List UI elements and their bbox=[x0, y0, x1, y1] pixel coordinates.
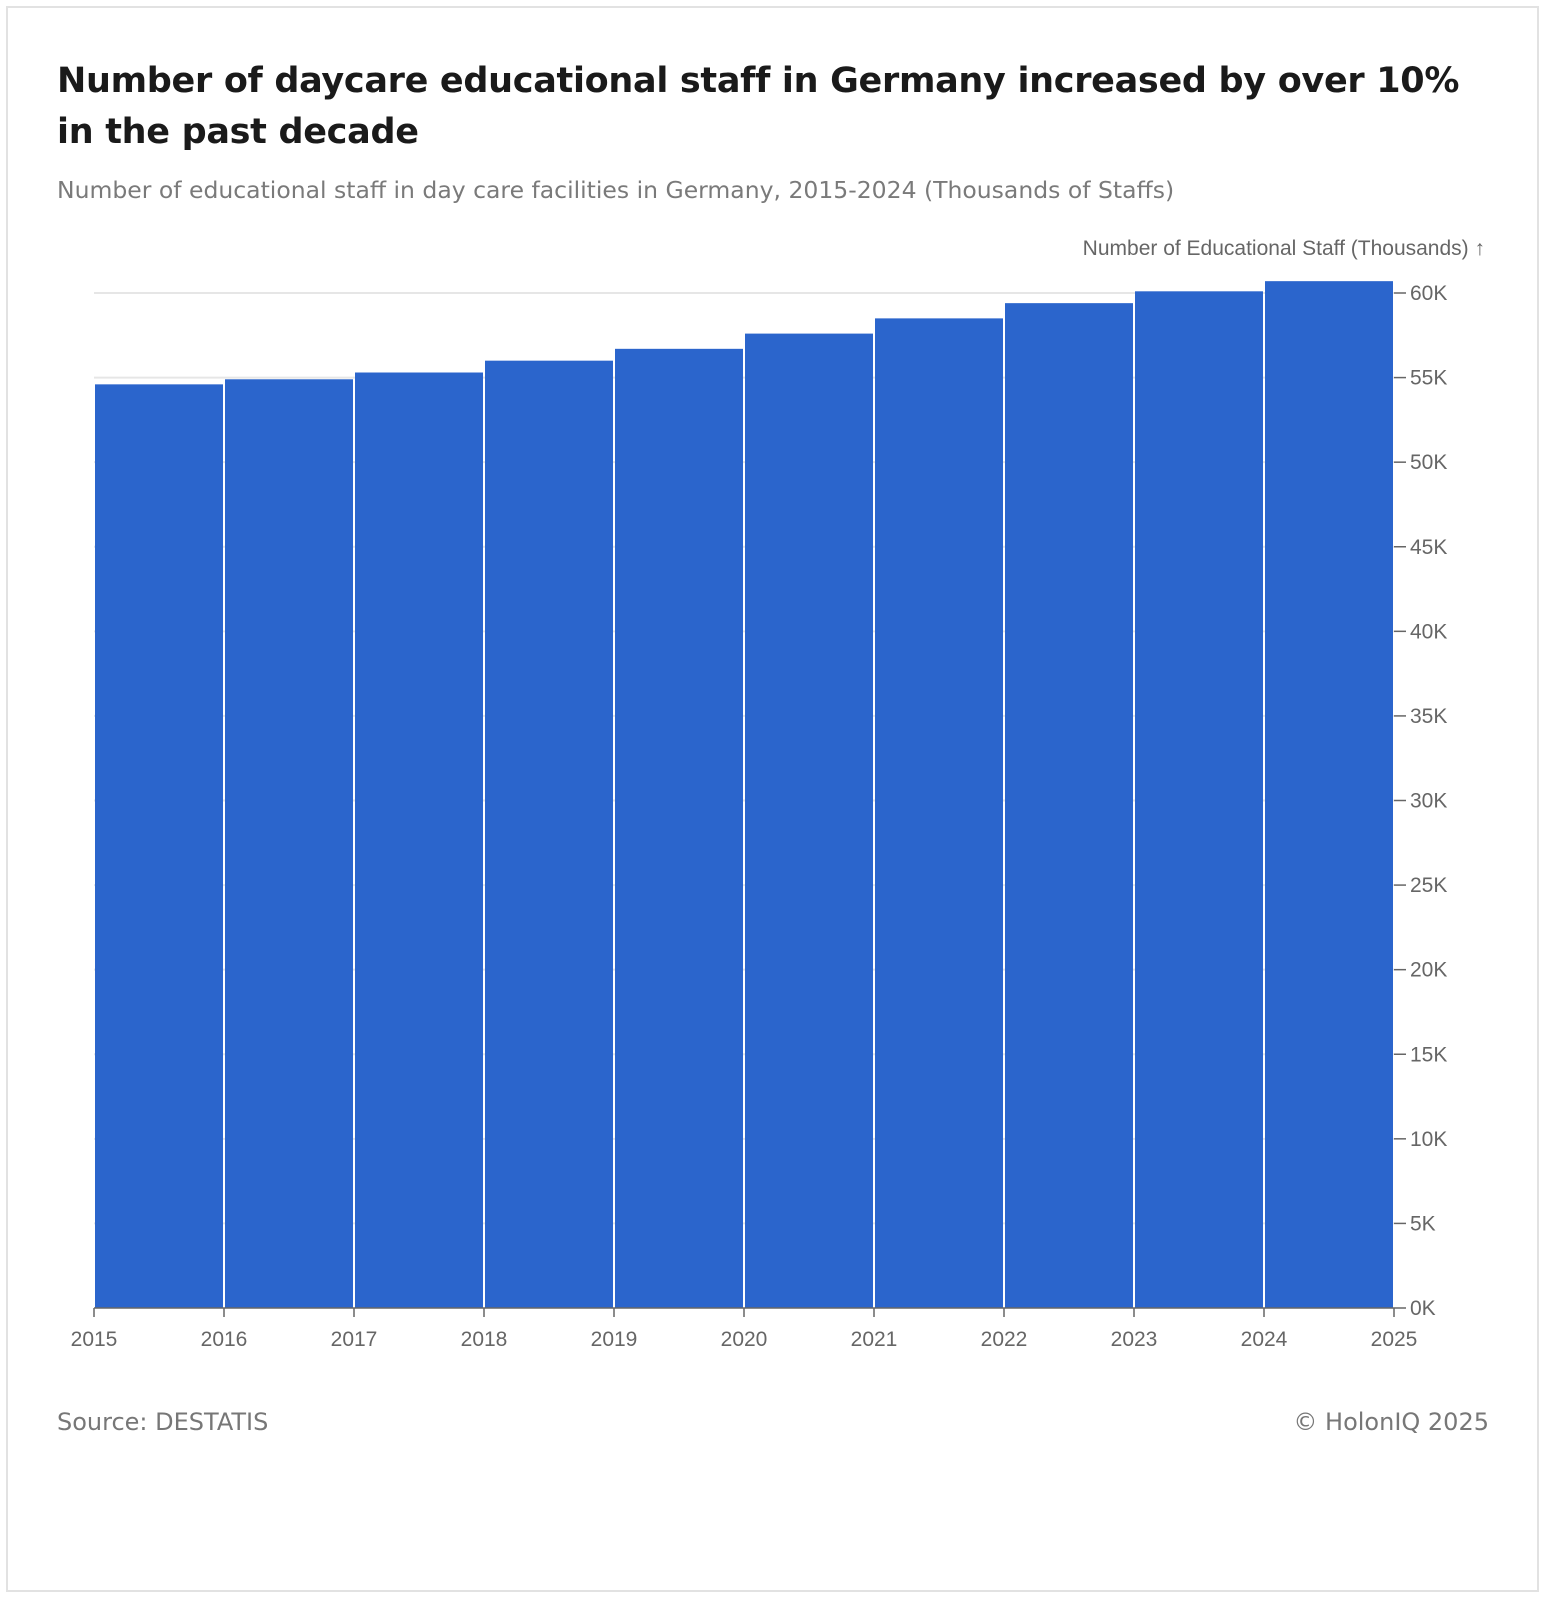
x-tick-label: 2022 bbox=[981, 1328, 1028, 1351]
bar-2020 bbox=[745, 333, 873, 1309]
y-axis: 0K 5K 10K 15K 20K 25K 30K 35K 40K 45K 50K 55K 60K bbox=[1394, 282, 1447, 1320]
y-tick-label: 10K bbox=[1410, 1128, 1447, 1151]
source-note: Source: DESTATIS bbox=[57, 1408, 269, 1436]
bar-2023 bbox=[1135, 291, 1263, 1308]
y-tick-label: 15K bbox=[1410, 1043, 1447, 1066]
y-tick-label: 50K bbox=[1410, 451, 1447, 474]
bar-2015 bbox=[95, 384, 223, 1309]
y-tick-label: 30K bbox=[1410, 790, 1447, 813]
y-tick-label: 5K bbox=[1410, 1212, 1436, 1235]
bar-2016 bbox=[225, 379, 353, 1308]
bar-2024 bbox=[1265, 281, 1393, 1308]
bar-2019 bbox=[615, 348, 743, 1308]
chart-subtitle: Number of educational staff in day care … bbox=[57, 176, 1175, 204]
x-tick-label: 2025 bbox=[1371, 1328, 1418, 1351]
y-tick-label: 60K bbox=[1410, 282, 1447, 305]
y-axis-label: Number of Educational Staff (Thousands) … bbox=[1083, 237, 1485, 260]
bar-2022 bbox=[1005, 303, 1133, 1308]
y-tick-label: 35K bbox=[1410, 705, 1447, 728]
bars bbox=[95, 281, 1393, 1309]
x-tick-label: 2018 bbox=[461, 1328, 508, 1351]
y-tick-label: 20K bbox=[1410, 959, 1447, 982]
x-tick-label: 2017 bbox=[331, 1328, 378, 1351]
y-tick-label: 0K bbox=[1410, 1297, 1436, 1320]
bar-chart: 2015 2016 2017 2018 2019 2020 2021 2022 2023 2024… bbox=[71, 237, 1485, 1351]
x-tick-label: 2024 bbox=[1241, 1328, 1288, 1351]
y-tick-label: 45K bbox=[1410, 536, 1447, 559]
x-axis: 2015 2016 2017 2018 2019 2020 2021 2022 2023 2024… bbox=[71, 1307, 1418, 1351]
x-tick-label: 2021 bbox=[851, 1328, 898, 1351]
copyright-note: © HolonIQ 2025 bbox=[1293, 1408, 1489, 1436]
bar-2021 bbox=[875, 318, 1003, 1308]
y-tick-label: 25K bbox=[1410, 874, 1447, 897]
x-tick-label: 2015 bbox=[71, 1328, 118, 1351]
x-tick-label: 2016 bbox=[201, 1328, 248, 1351]
y-tick-label: 40K bbox=[1410, 620, 1447, 643]
x-tick-label: 2019 bbox=[591, 1328, 638, 1351]
x-tick-label: 2020 bbox=[721, 1328, 768, 1351]
bar-2017 bbox=[355, 372, 483, 1309]
bar-2018 bbox=[485, 360, 613, 1309]
y-tick-label: 55K bbox=[1410, 367, 1447, 390]
x-tick-label: 2023 bbox=[1111, 1328, 1158, 1351]
chart-title: Number of daycare educational staff in G… bbox=[57, 61, 1460, 152]
